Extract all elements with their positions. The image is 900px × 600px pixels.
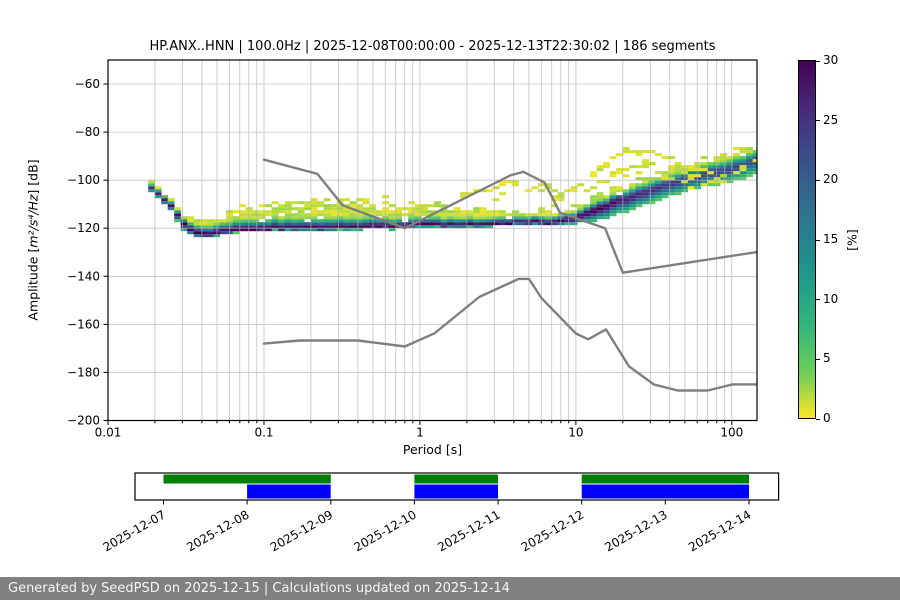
footer-bar: Generated by SeedPSD on 2025-12-15 | Cal… [0,577,900,600]
colorbar-tick [816,418,820,420]
timeline-date-label: 2025-12-13 [602,507,669,554]
x-tick-label: 1 [416,426,424,440]
colorbar-tick [816,60,820,62]
y-tick-label: −60 [75,77,100,91]
nhnm-line [262,158,757,274]
timeline-date-label: 2025-12-10 [351,507,418,554]
colorbar-tick-label: 30 [823,53,839,67]
colorbar-tick [816,179,820,182]
plot-title: HP.ANX..HNN | 100.0Hz | 2025-12-08T00:00… [149,39,716,54]
ppsd-plot: 0.01 0.1 1 10 100 −60 −80 −100 −120 −140 −160 −180 −… [67,59,758,440]
x-axis-ticks [103,83,733,425]
footer-text: Generated by SeedPSD on 2025-12-15 | Cal… [8,581,510,596]
coverage-psd-segment [247,484,331,499]
coverage-timeline: 2025-12-07 2025-12-08 2025-12-09 2025-12-10… [101,472,780,554]
y-tick-label: −140 [67,269,100,283]
y-tick-label: −180 [67,365,100,379]
coverage-data-segment [163,474,331,484]
coverage-psd-segment [414,484,498,499]
plot-border [107,59,758,422]
y-tick-label: −200 [67,414,100,428]
colorbar-tick-label: 5 [823,351,831,366]
timeline-date-label: 2025-12-14 [686,507,753,554]
colorbar-gradient [798,60,816,419]
coverage-psd-segment [581,484,749,499]
colorbar-tick-label: 20 [823,172,839,187]
x-tick-label: 0.01 [95,426,122,440]
colorbar-tick [816,299,820,301]
x-tick-label: 100 [720,426,743,440]
colorbar-percent-label: [%] [844,229,860,251]
timeline-date-label: 2025-12-09 [268,507,335,554]
grid-lines [107,60,757,421]
nlnm-line [262,277,757,392]
timeline-date-label: 2025-12-11 [435,507,502,554]
colorbar-tick [816,120,820,122]
y-tick-label: −120 [67,221,100,235]
y-tick-label: −100 [67,173,100,187]
coverage-data-segment [414,474,498,484]
colorbar-tick-label: 15 [823,232,839,246]
coverage-data-segment [581,474,749,484]
x-tick-label: 10 [568,426,583,440]
colorbar-tick-label: 10 [823,291,839,306]
timeline-date-label: 2025-12-12 [519,507,586,554]
y-tick-label: −80 [75,125,100,139]
x-axis-label: Period [s] [402,442,463,457]
x-tick-label: 0.1 [254,426,273,440]
timeline-ticks [163,500,750,505]
colorbar-tick [816,239,820,241]
colorbar-tick-label: 25 [823,112,839,127]
colorbar-tick-label: 0 [823,411,831,425]
timeline-date-label: 2025-12-07 [101,507,168,554]
colorbar-tick [816,358,820,361]
y-tick-label: −160 [67,317,100,331]
timeline-date-label: 2025-12-08 [184,507,251,554]
